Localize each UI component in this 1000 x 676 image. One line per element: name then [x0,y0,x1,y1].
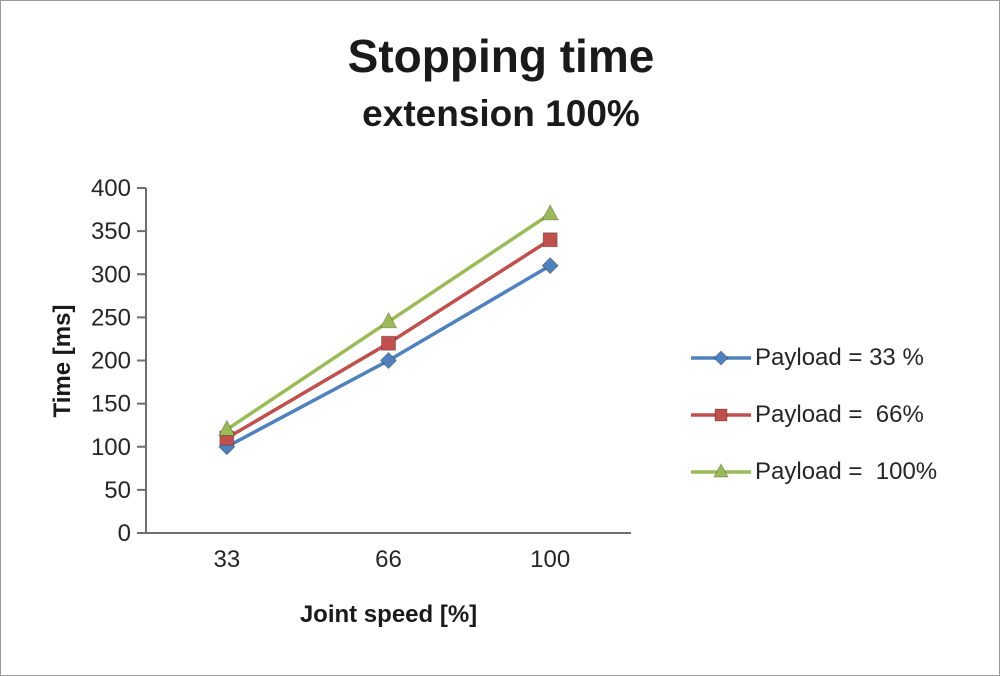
diamond-marker-icon [713,350,729,366]
y-tick-label: 100 [91,434,131,461]
y-tick-label: 250 [91,304,131,331]
legend-label: Payload = 33 % [755,344,924,371]
legend-item: Payload = 66% [689,396,989,434]
y-tick-label: 300 [91,261,131,288]
y-tick-label: 0 [118,520,131,547]
legend-label: Payload = 100% [755,458,938,485]
chart-title: Stopping time [347,30,655,82]
y-tick-label: 200 [91,348,131,375]
square-marker-icon [381,335,396,351]
diamond-marker-icon [379,351,398,370]
legend: Payload = 33 % Payload = 66% Payload = 1… [689,339,989,491]
legend-marker-triangle-icon [689,460,753,484]
x-tick-label: 100 [530,546,570,573]
triangle-marker-icon [379,311,398,329]
y-tick-label: 150 [91,391,131,418]
y-tick-label: 50 [104,477,131,504]
diamond-marker-icon [541,256,559,275]
legend-item: Payload = 100% [689,453,989,491]
legend-marker-diamond-icon [689,346,753,370]
x-tick-label: 66 [375,546,402,573]
legend-marker-square-icon [689,403,753,427]
legend-label: Payload = 66% [755,401,924,428]
x-axis-title: Joint speed [%] [299,601,478,628]
plot-area: 0 50 100 150 200 250 300 350 400 33 66 100 [91,175,631,573]
square-marker-icon [714,408,728,422]
square-marker-icon [542,232,558,248]
x-tick-label: 33 [213,546,240,573]
triangle-marker-icon [541,203,560,221]
triangle-marker-icon [713,462,729,478]
triangle-marker-icon [217,419,236,436]
y-axis-title: Time [ms] [49,304,76,418]
y-tick-label: 350 [91,218,131,245]
legend-item: Payload = 33 % [689,339,989,377]
chart-subtitle: extension 100% [362,93,640,134]
y-tick-label: 400 [91,175,131,202]
